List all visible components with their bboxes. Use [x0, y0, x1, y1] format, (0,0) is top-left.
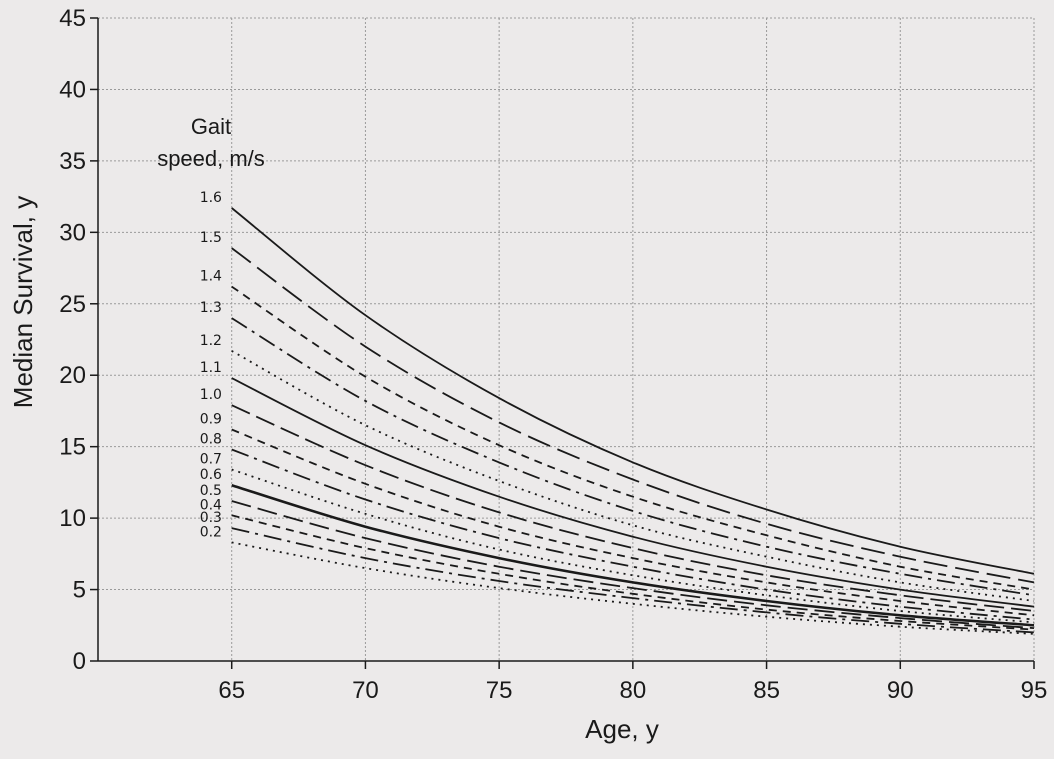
y-tick-label: 25 — [59, 291, 86, 318]
grid-layer — [98, 17, 1035, 661]
series-line-1-6 — [231, 207, 1035, 575]
series-label: 0.4 — [200, 497, 222, 513]
y-tick-label: 30 — [59, 219, 86, 246]
series-line-1-4 — [231, 285, 1035, 591]
y-tick-label: 40 — [59, 76, 86, 103]
axis-layer: 0 5 10 15 20 25 30 35 40 45 65 70 75 80 85 90 95 — [59, 5, 1047, 704]
series-label-layer: 1.61.51.41.31.21.11.00.90.80.70.60.50.40… — [200, 190, 222, 540]
series-line-1-0 — [231, 404, 1035, 612]
x-tick-label: 80 — [620, 677, 647, 704]
series-label: 1.6 — [200, 190, 222, 206]
series-label: 1.2 — [200, 333, 222, 349]
x-tick-label: 90 — [887, 677, 914, 704]
series-line-0-5 — [231, 500, 1035, 629]
series-label: 1.1 — [200, 360, 222, 376]
y-tick-label: 0 — [73, 648, 86, 675]
legend-title-line2: speed, m/s — [157, 146, 265, 171]
series-label: 0.2 — [200, 524, 222, 540]
x-tick-label: 65 — [218, 677, 245, 704]
series-line-0-3 — [231, 527, 1035, 634]
y-tick-label: 35 — [59, 148, 86, 175]
series-label: 0.5 — [200, 483, 222, 499]
series-line-0-2 — [231, 541, 1035, 635]
series-label: 1.0 — [200, 387, 222, 403]
y-tick-label: 10 — [59, 505, 86, 532]
y-tick-label: 15 — [59, 434, 86, 461]
series-line-1-5 — [231, 247, 1035, 584]
series-line-0-7 — [231, 468, 1035, 624]
x-tick-label: 75 — [486, 677, 513, 704]
y-axis-title: Median Survival, y — [8, 196, 38, 408]
x-tick-label: 85 — [753, 677, 780, 704]
series-line-0-9 — [231, 428, 1035, 617]
x-tick-label: 95 — [1021, 677, 1048, 704]
series-label: 0.9 — [200, 412, 222, 428]
series-label: 1.3 — [200, 300, 222, 316]
x-axis-title: Age, y — [585, 714, 659, 744]
x-tick-label: 70 — [352, 677, 379, 704]
legend-title-line1: Gait — [191, 114, 231, 139]
series-line-0-8 — [231, 448, 1035, 621]
series-line-1-1 — [231, 377, 1035, 608]
series-label: 0.6 — [200, 467, 222, 483]
series-line-0-6 — [231, 483, 1035, 627]
series-layer — [231, 207, 1035, 635]
series-label: 1.4 — [200, 269, 222, 285]
series-line-1-3 — [231, 317, 1035, 597]
y-tick-label: 5 — [73, 577, 86, 604]
y-tick-label: 45 — [59, 5, 86, 32]
y-tick-label: 20 — [59, 362, 86, 389]
series-label: 0.7 — [200, 452, 222, 468]
series-line-0-4 — [231, 514, 1035, 631]
series-label: 0.8 — [200, 432, 222, 448]
series-label: 0.3 — [200, 510, 222, 526]
series-label: 1.5 — [200, 230, 222, 246]
